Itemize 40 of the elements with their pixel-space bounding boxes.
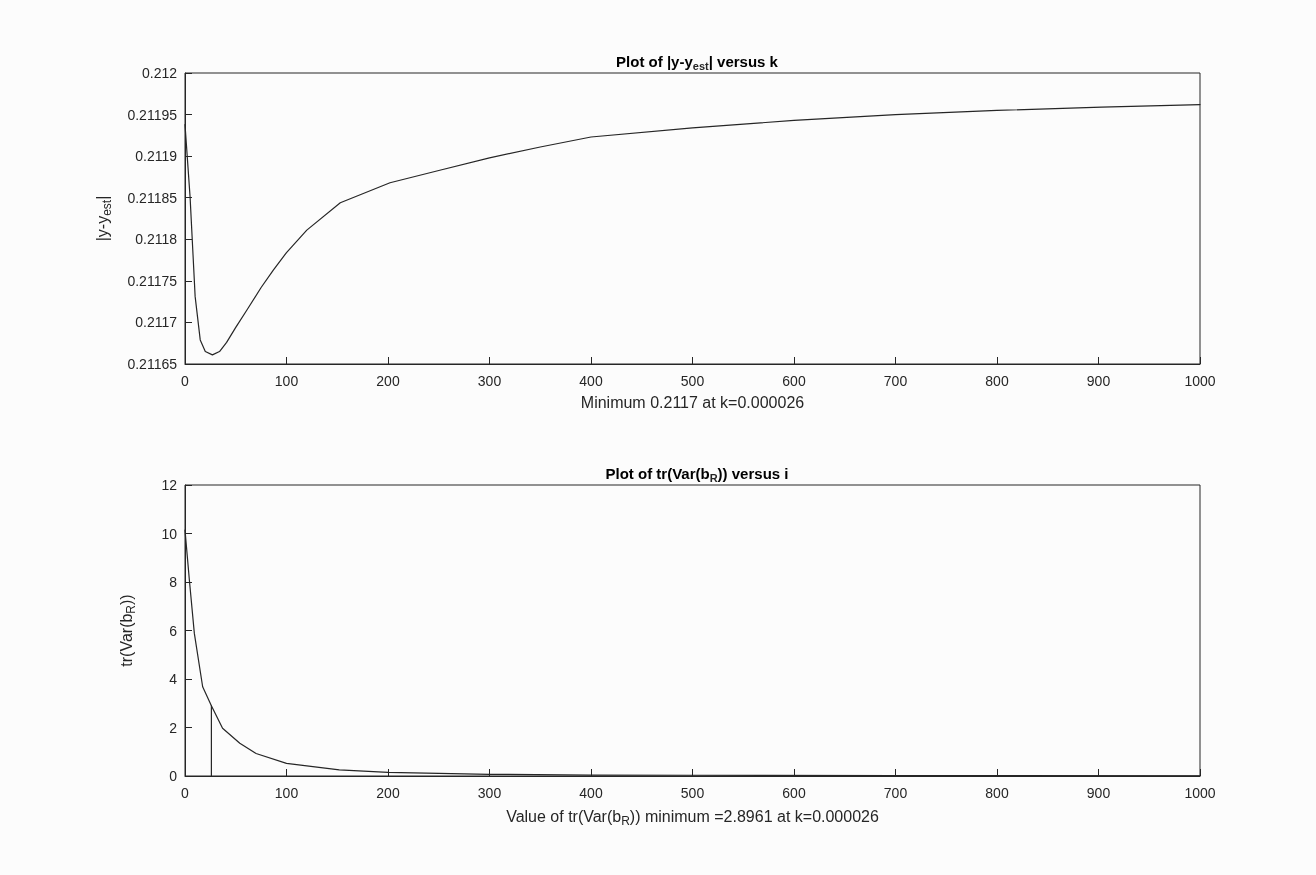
y-tick-label: 0.21195 [127,106,178,123]
x-tick-label: 100 [274,785,299,801]
x-tick-label: 500 [680,373,705,389]
y-tick-label: 0 [169,768,178,784]
y-tick-label: 0.2119 [135,148,178,165]
x-tick-label: 900 [1086,373,1111,389]
x-axis-title: Minimum 0.2117 at k=0.000026 [580,393,805,411]
x-tick-label: 200 [376,785,400,801]
y-tick-label: 0.2118 [135,231,178,248]
x-tick-label: 300 [477,373,502,389]
x-tick-label: 700 [883,373,908,389]
y-tick-label: 0.2117 [135,314,178,331]
y-tick-label: 6 [169,622,178,639]
x-tick-label: 600 [782,373,806,389]
x-tick-label: 0 [181,373,190,389]
x-tick-label: 800 [985,785,1009,801]
y-tick-label: 12 [161,477,178,493]
y-tick-label: 4 [169,671,178,687]
x-tick-label: 400 [579,373,603,389]
y-tick-label: 0.21185 [127,189,178,206]
x-tick-label: 200 [376,373,400,389]
x-tick-label: 500 [680,785,705,801]
x-tick-label: 400 [579,785,603,801]
x-tick-label: 800 [985,373,1009,389]
x-tick-label: 1000 [1184,785,1216,801]
x-tick-label: 100 [274,373,299,389]
y-tick-label: 0.21165 [127,356,178,372]
y-tick-label: 10 [161,525,178,542]
x-tick-label: 1000 [1184,373,1216,389]
y-axis-title: tr(Var(bR)) [118,594,138,667]
y-tick-label: 8 [169,574,178,590]
y-tick-label: 2 [169,719,178,736]
x-tick-label: 900 [1086,785,1111,801]
y-axis-title: |y-yest| [94,195,114,242]
x-tick-label: 0 [181,785,190,801]
x-tick-label: 300 [477,785,502,801]
y-tick-label: 0.21175 [127,272,178,289]
x-tick-label: 700 [883,785,908,801]
y-tick-label: 0.212 [141,65,178,81]
x-tick-label: 600 [782,785,806,801]
